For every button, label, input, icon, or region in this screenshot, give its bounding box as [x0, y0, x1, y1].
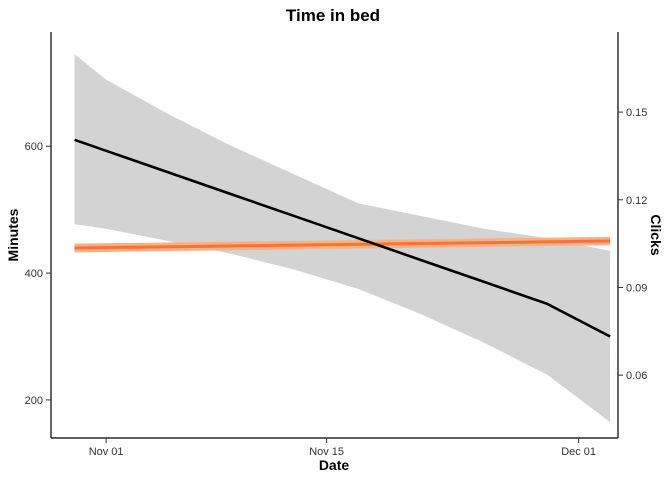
confidence-band-minutes	[74, 54, 611, 423]
plot-area	[74, 54, 611, 423]
y-axis-right-ticks: 0.06 0.09 0.12 0.15	[618, 107, 647, 382]
x-tick-label: Nov 01	[89, 446, 124, 458]
y-tick-label: 400	[25, 268, 43, 280]
y-axis-left-title: Minutes	[5, 208, 21, 261]
trend-line-minutes	[74, 138, 611, 338]
x-tick-label: Nov 15	[309, 446, 344, 458]
y2-tick-label: 0.06	[626, 370, 647, 382]
chart-title: Time in bed	[286, 6, 380, 25]
y-axis-right-title: Clicks	[648, 214, 664, 255]
y-axis-left-ticks: 200 400 600	[25, 141, 51, 407]
x-axis-ticks: Nov 01 Nov 15 Dec 01	[89, 438, 596, 458]
y-tick-label: 200	[25, 395, 43, 407]
trend-line-clicks	[74, 239, 611, 250]
y2-tick-label: 0.15	[626, 107, 647, 119]
y2-tick-label: 0.09	[626, 282, 647, 294]
x-tick-label: Dec 01	[561, 446, 596, 458]
y-tick-label: 600	[25, 141, 43, 153]
y2-tick-label: 0.12	[626, 195, 647, 207]
x-axis-title: Date	[319, 457, 350, 473]
